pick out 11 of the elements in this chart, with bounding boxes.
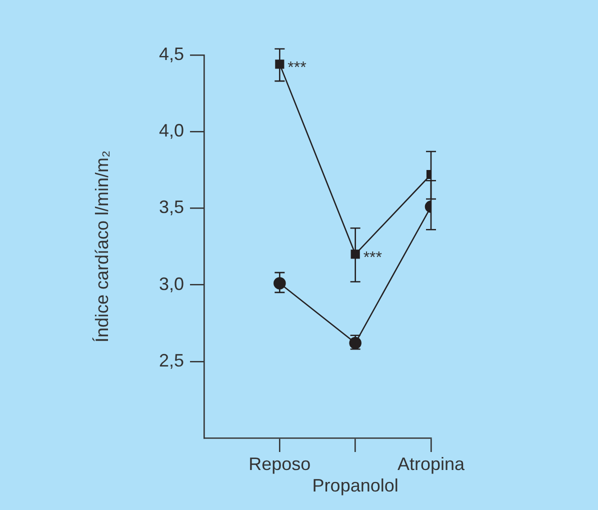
x-tick-label: Atropina xyxy=(397,454,466,474)
y-tick-label: 2,5 xyxy=(158,350,184,370)
y-axis-title: Índice cardíaco l/min/m₂ xyxy=(92,150,112,343)
x-tick-label: Propanolol xyxy=(312,475,398,496)
annotation: *** xyxy=(363,250,382,267)
y-tick-label: 4,0 xyxy=(158,120,184,141)
annotation: *** xyxy=(288,60,306,77)
x-tick-label: Reposo xyxy=(248,454,311,474)
y-tick-label: 3,5 xyxy=(158,197,184,218)
y-tick-label: 3,0 xyxy=(158,274,184,294)
y-tick-label: 4,5 xyxy=(158,44,184,64)
